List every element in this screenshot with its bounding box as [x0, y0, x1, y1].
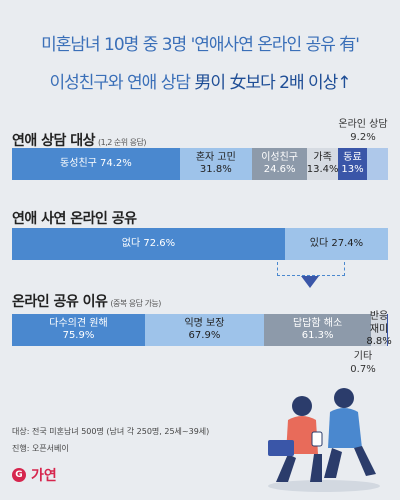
chart2-bar-1: 없다 72.6% [12, 228, 285, 260]
brand-logo: G 가연 [12, 465, 57, 485]
subheadline: 이성친구와 연애 상담 男이 女보다 2배 이상↑ [0, 68, 400, 93]
chart3-title-text: 온라인 공유 이유 [12, 294, 108, 310]
chart1-bar-1: 동성친구 74.2% [12, 148, 180, 180]
chart1-bar-label-5: 동료 13% [341, 151, 364, 176]
chart3-bar-5 [386, 314, 388, 346]
chart1-bar-6 [367, 148, 388, 180]
chart1-subtitle: (1,2 순위 응답) [98, 138, 147, 147]
chart1-bar-label-1: 동성친구 74.2% [60, 157, 132, 169]
chart1-bar-label-3: 이성친구 24.6% [261, 151, 299, 176]
headline: 미혼남녀 10명 중 3명 '연애사연 온라인 공유 有' [41, 35, 360, 55]
brand-logo-text: 가연 [31, 468, 57, 484]
chart1-bar-3: 이성친구 24.6% [251, 148, 308, 180]
chart1-bar-4: 가족 13.4% [306, 148, 339, 180]
chart1-bar-label-6: 온라인 상담 9.2% [338, 119, 388, 143]
chart3-bar-label-5: 기타 0.7% [350, 351, 376, 375]
subheadline-part1: 이성친구와 연애 상담 [49, 73, 195, 93]
chart3-bar-label-1: 다수의견 원해 75.9% [49, 317, 108, 342]
chart3-bar-label-4: 반응 재미 8.8% [366, 311, 392, 348]
subheadline-part2: 男이 女보다 2배 이상↑ [194, 73, 351, 93]
chart3-bar-2: 익명 보장 67.9% [144, 314, 264, 346]
chart3-bar-1: 다수의견 원해 75.9% [12, 314, 145, 346]
chart1-bar-2: 혼자 고민 31.8% [179, 148, 252, 180]
couple-illustration [268, 388, 380, 492]
chart3-bar-4: 반응 재미 8.8% [366, 311, 391, 347]
chart2-bar-label-1: 없다 72.6% [121, 237, 176, 249]
chart3-subtitle: (중복 응답 가능) [110, 299, 161, 308]
brand-logo-icon: G [12, 468, 26, 482]
chart3-bar-label-2: 익명 보장 67.9% [184, 317, 225, 342]
chart3-title: 온라인 공유 이유 (중복 응답 가능) [12, 291, 161, 311]
chart2-title: 연애 사연 온라인 공유 [12, 208, 137, 228]
header: 미혼남녀 10명 중 3명 '연애사연 온라인 공유 有' 이성친구와 연애 상… [0, 0, 400, 100]
chart1-title-text: 연애 상담 대상 [12, 133, 96, 149]
callout-dashed-line [277, 262, 345, 276]
chart1-bar-label-4: 가족 13.4% [306, 151, 339, 176]
footer-survey: 진행: 오픈서베이 [12, 444, 69, 453]
chart3-bar-3: 답답함 해소 61.3% [263, 314, 372, 346]
chart2-bar-label-2: 있다 27.4% [309, 237, 364, 249]
callout-arrow-icon [301, 276, 319, 288]
chart1-bar-label-2: 혼자 고민 31.8% [195, 151, 236, 176]
chart3-bar-label-3: 답답함 해소 61.3% [293, 317, 343, 342]
chart1-bar-5: 동료 13% [337, 148, 368, 180]
footer-target: 대상: 전국 미혼남녀 500명 (남녀 각 250명, 25세~39세) [12, 427, 210, 436]
chart2-bar-2: 있다 27.4% [284, 228, 388, 260]
chart2-title-text: 연애 사연 온라인 공유 [12, 211, 137, 227]
chart1-title: 연애 상담 대상 (1,2 순위 응답) [12, 130, 147, 150]
